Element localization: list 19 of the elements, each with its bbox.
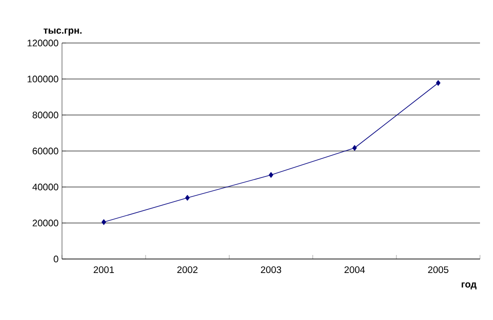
- y-tick-label: 80000: [32, 112, 58, 118]
- point: [185, 194, 190, 201]
- point: [436, 80, 440, 86]
- x-tick-label: 2001: [94, 266, 114, 274]
- x-tick-label: 2005: [428, 266, 448, 274]
- y-tick-label: 40000: [32, 184, 58, 190]
- point: [268, 172, 274, 178]
- point: [352, 145, 357, 151]
- y-tick-label: 60000: [32, 148, 58, 154]
- y-axis-title: тыс.грн.: [44, 28, 82, 36]
- x-tick-label: 2003: [260, 266, 282, 274]
- x-axis-title: год: [462, 282, 476, 290]
- point: [102, 219, 106, 225]
- y-tick-label: 120000: [28, 40, 58, 46]
- x-tick-label: 2002: [177, 266, 198, 274]
- y-tick-label: 100000: [28, 76, 58, 82]
- y-tick-label: 0: [54, 256, 58, 262]
- x-tick-label: 2004: [344, 266, 365, 274]
- y-tick-label: 20000: [32, 220, 58, 226]
